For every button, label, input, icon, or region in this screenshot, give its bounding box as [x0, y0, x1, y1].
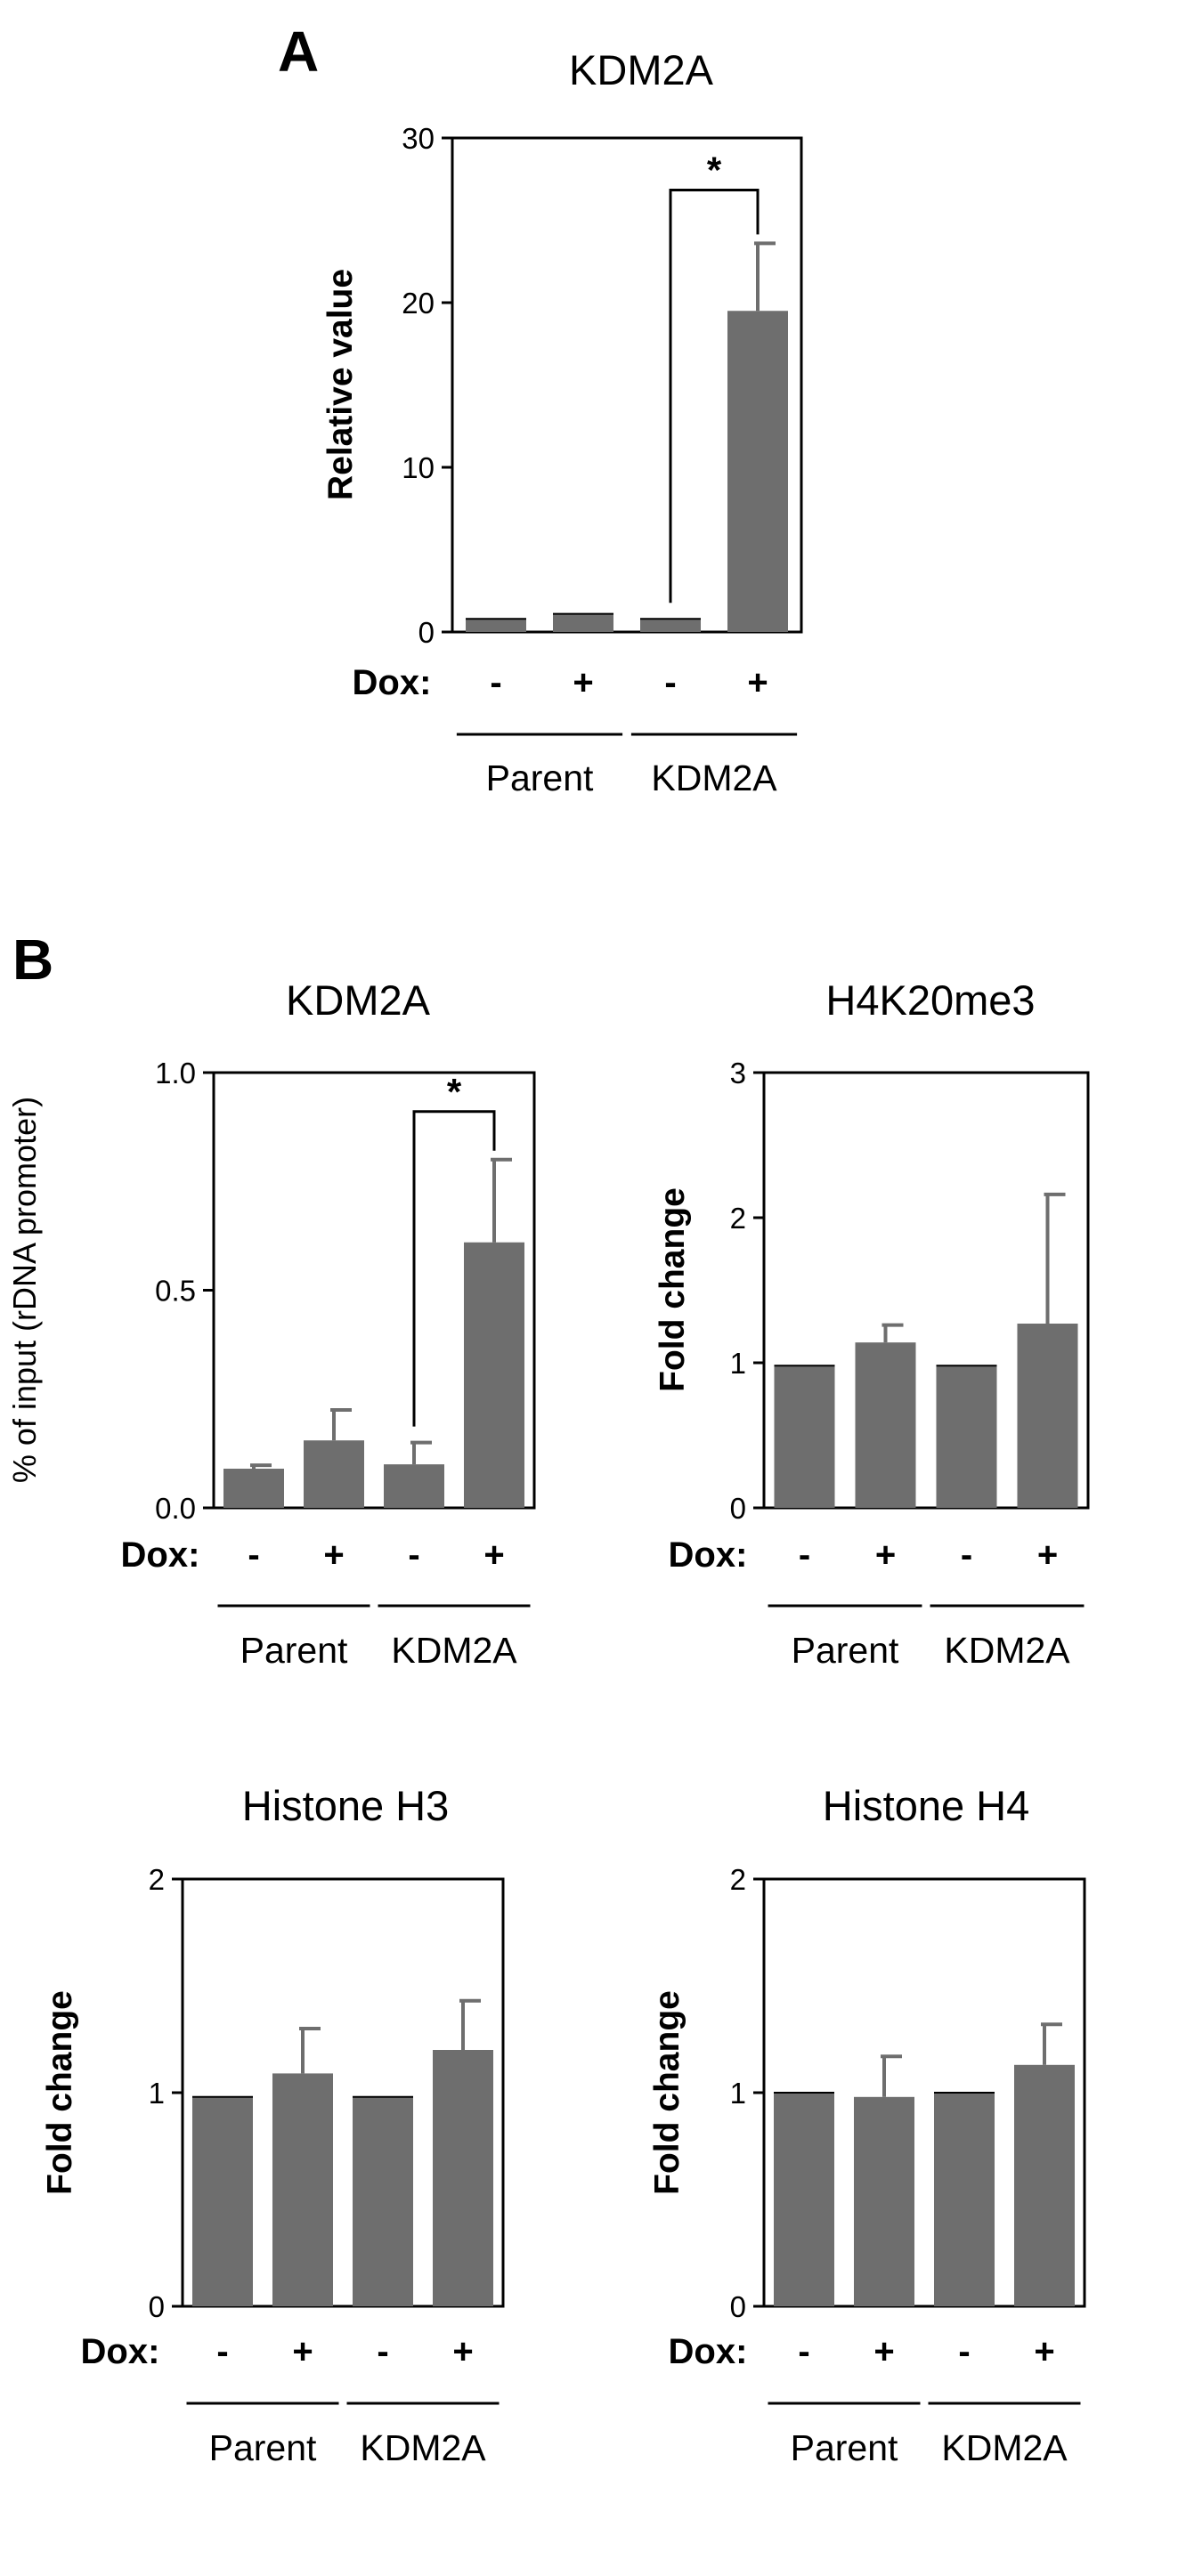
dox-sign: +: [323, 1535, 344, 1575]
significance-bracket: [669, 188, 760, 603]
y-tick-label: 0: [149, 2290, 165, 2323]
bar: [727, 311, 788, 632]
bar: [774, 2093, 834, 2306]
chart-3: H4K20me3 0 1 2 3 Fold change Dox: - + - + Parent KDM…: [654, 976, 1090, 1671]
dox-sign: +: [452, 2332, 473, 2371]
bar: [353, 2096, 413, 2306]
dox-sign: -: [377, 2332, 388, 2371]
panel-label-a: A: [278, 20, 319, 84]
y-axis-label: Fold change: [648, 1990, 686, 2195]
chart-5: Histone H4 0 1 2 Fold change Dox: - + - + Parent KD…: [648, 1782, 1086, 2468]
bar: [384, 1464, 444, 1508]
chart-title: KDM2A: [286, 976, 431, 1024]
bar: [640, 619, 701, 632]
dox-sign: +: [873, 2332, 894, 2371]
group-label: Parent: [792, 1630, 899, 1671]
dox-sign: -: [664, 663, 676, 702]
bar: [223, 1468, 284, 1508]
y-tick-label: 1: [730, 2077, 746, 2110]
dox-sign: -: [798, 2332, 809, 2371]
group-label: Parent: [486, 757, 594, 798]
y-tick-label: 30: [402, 122, 435, 155]
group-label: Parent: [791, 2427, 898, 2468]
y-axis-label: Fold change: [654, 1187, 692, 1392]
y-tick-label: 2: [730, 1202, 746, 1235]
dox-label: Dox:: [353, 663, 432, 702]
group-label: Parent: [240, 1630, 348, 1671]
bar: [433, 2050, 493, 2306]
plot-frame: [762, 1071, 1090, 1510]
dox-label: Dox:: [669, 2332, 748, 2371]
chart-title: Histone H4: [823, 1782, 1030, 1829]
dox-sign: -: [490, 663, 501, 702]
y-tick-label: 1: [730, 1347, 746, 1380]
y-tick-label: 0: [730, 1492, 746, 1525]
chart-1: KDM2A 0 10 20 30 Relative value * Dox: - + - + Paren…: [321, 46, 803, 798]
group-label: KDM2A: [360, 2427, 486, 2468]
group-label: KDM2A: [941, 2427, 1068, 2468]
y-tick-label: 1: [149, 2077, 165, 2110]
chart-title: Histone H3: [242, 1782, 450, 1829]
dox-sign: -: [961, 1535, 972, 1575]
dox-sign: +: [747, 663, 768, 702]
bar: [774, 1365, 835, 1508]
dox-sign: -: [958, 2332, 970, 2371]
chart-2: KDM2A 0.0 0.5 1.0 % of input (rDNA promoter)…: [6, 976, 536, 1671]
dox-label: Dox:: [121, 1535, 200, 1575]
y-tick-label: 3: [730, 1057, 746, 1090]
group-label: Parent: [209, 2427, 317, 2468]
dox-label: Dox:: [669, 1535, 748, 1575]
chart-4: Histone H3 0 1 2 Fold change Dox: - + - + Parent KD…: [41, 1782, 505, 2468]
y-tick-label: 0.0: [155, 1492, 196, 1525]
group-label: KDM2A: [651, 757, 777, 798]
dox-sign: -: [799, 1535, 810, 1575]
chart-title: H4K20me3: [825, 976, 1035, 1024]
dox-sign: -: [248, 1535, 259, 1575]
dox-label: Dox:: [81, 2332, 160, 2371]
dox-sign: +: [1037, 1535, 1058, 1575]
y-tick-label: 0: [730, 2290, 746, 2323]
y-tick-label: 0.5: [155, 1275, 196, 1308]
y-tick-label: 2: [730, 1863, 746, 1896]
significance-bracket: [412, 1110, 496, 1427]
dox-sign: +: [573, 663, 593, 702]
y-tick-label: 0: [418, 616, 435, 649]
y-axis-label: Fold change: [41, 1990, 79, 2195]
plot-frame: [451, 136, 803, 634]
y-tick-label: 2: [149, 1863, 165, 1896]
bar: [304, 1440, 364, 1508]
significance-star: *: [707, 149, 722, 190]
chart-title: KDM2A: [569, 46, 714, 93]
bar: [272, 2073, 333, 2306]
y-axis-label: Relative value: [321, 269, 360, 500]
dox-sign: -: [216, 2332, 228, 2371]
bar: [855, 1342, 916, 1508]
dox-sign: +: [483, 1535, 504, 1575]
group-label: KDM2A: [391, 1630, 517, 1671]
dox-sign: -: [408, 1535, 419, 1575]
y-tick-label: 1.0: [155, 1057, 196, 1090]
bar: [464, 1242, 524, 1508]
panel-label-b: B: [12, 928, 53, 992]
bar: [1017, 1323, 1078, 1508]
bar: [192, 2096, 253, 2306]
bar: [553, 613, 613, 632]
bar: [466, 619, 526, 632]
group-label: KDM2A: [944, 1630, 1070, 1671]
significance-star: *: [447, 1071, 462, 1113]
bar: [854, 2096, 914, 2306]
dox-sign: +: [875, 1535, 896, 1575]
bar: [934, 2093, 995, 2306]
dox-sign: +: [1034, 2332, 1054, 2371]
y-tick-label: 10: [402, 451, 435, 484]
bar: [1014, 2064, 1075, 2306]
bar: [936, 1365, 997, 1508]
y-tick-label: 20: [402, 287, 435, 320]
y-axis-label: % of input (rDNA promoter): [6, 1097, 43, 1483]
dox-sign: +: [292, 2332, 313, 2371]
